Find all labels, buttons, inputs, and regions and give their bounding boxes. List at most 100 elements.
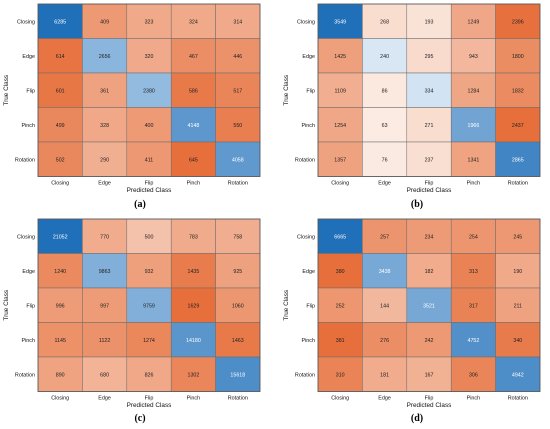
heatmap-cell (450, 107, 496, 143)
cell-value-label: 1832 (512, 88, 524, 94)
heatmap-cell (215, 107, 261, 143)
heatmap-cell (495, 356, 541, 392)
heatmap-cell (170, 107, 216, 143)
heatmap-cell (170, 72, 216, 108)
cell-value-label: 1302 (188, 372, 200, 378)
heatmap-cell (450, 322, 496, 358)
cell-value-label: 182 (425, 269, 434, 275)
heatmap-cells: 6285 409 323 324 314 614 2656 320 467 446 601 361 23… (37, 3, 261, 177)
heatmap-cell (450, 253, 496, 289)
heatmap-cell (406, 253, 452, 289)
cell-value-label: 996 (56, 303, 65, 309)
heatmap-cell (215, 218, 261, 254)
cell-value-label: 15618 (230, 372, 245, 378)
x-tick-label: Rotation (508, 181, 528, 187)
heatmap-cell (495, 38, 541, 74)
y-tick-label: Rotation (295, 372, 315, 378)
cell-value-label: 4752 (468, 338, 480, 344)
heatmap-cell (82, 141, 128, 177)
cell-value-label: 517 (233, 88, 242, 94)
y-axis-label: True Class (283, 75, 290, 106)
y-tick-label: Rotation (295, 157, 315, 163)
confusion-matrix-a: 6285 409 323 324 314 614 2656 320 467 446 601 361 23… (0, 0, 270, 195)
cell-value-label: 943 (469, 54, 478, 60)
cell-value-label: 409 (100, 19, 109, 25)
heatmap-cell (362, 38, 408, 74)
heatmap-cell (37, 141, 83, 177)
cell-value-label: 4058 (232, 157, 244, 163)
cell-value-label: 601 (56, 88, 65, 94)
confusion-matrix-c: 21052 770 500 783 758 1240 9863 932 1435 925 996 99… (0, 215, 270, 410)
y-tick-label: Pinch (22, 123, 36, 129)
heatmap-cell (82, 253, 128, 289)
heatmap-cell (37, 287, 83, 323)
x-tick-label: Closing (51, 181, 69, 187)
y-tick-label: Pinch (302, 123, 316, 129)
cell-value-label: 680 (100, 372, 109, 378)
x-tick-label: Rotation (228, 396, 248, 402)
cell-value-label: 770 (100, 234, 109, 240)
cell-value-label: 1254 (334, 123, 346, 129)
cell-value-label: 1425 (334, 54, 346, 60)
x-tick-label: Flip (145, 396, 154, 402)
cell-value-label: 340 (513, 338, 522, 344)
cell-value-label: 76 (382, 157, 388, 163)
heatmap-cell (495, 3, 541, 39)
heatmap-cell (37, 3, 83, 39)
heatmap-cell (362, 356, 408, 392)
cell-value-label: 257 (380, 234, 389, 240)
heatmap-cell (126, 141, 172, 177)
cell-value-label: 1122 (99, 338, 110, 344)
heatmap-cell (450, 72, 496, 108)
y-tick-label: Closing (297, 234, 315, 240)
heatmap-cell (362, 253, 408, 289)
x-tick-label: Pinch (187, 181, 201, 187)
cell-value-label: 276 (380, 338, 389, 344)
heatmap-cell (362, 3, 408, 39)
cell-value-label: 1800 (512, 54, 524, 60)
heatmap-cell (495, 322, 541, 358)
cell-value-label: 14180 (186, 338, 201, 344)
x-axis-label: Predicted Class (127, 402, 172, 409)
heatmap-cell (406, 287, 452, 323)
heatmap-cell (495, 287, 541, 323)
caption-a: (a) (134, 199, 146, 210)
cell-value-label: 1357 (334, 157, 346, 163)
heatmap-border (317, 218, 541, 392)
cell-value-label: 381 (336, 338, 345, 344)
cell-value-label: 1274 (143, 338, 155, 344)
cell-value-label: 467 (189, 54, 198, 60)
cell-value-label: 3521 (423, 303, 435, 309)
y-tick-label: Rotation (15, 157, 35, 163)
x-tick-label: Edge (98, 396, 111, 402)
cell-value-label: 2865 (512, 157, 524, 163)
heatmap-svg-b: 3549 268 193 1249 2396 1425 240 295 943 1800 1109 8… (283, 3, 541, 194)
cell-value-label: 1629 (188, 303, 200, 309)
cell-value-label: 361 (100, 88, 109, 94)
cell-value-label: 645 (189, 157, 198, 163)
heatmap-cell (215, 287, 261, 323)
cell-value-label: 320 (145, 54, 154, 60)
x-tick-label: Flip (425, 396, 434, 402)
cell-value-label: 1341 (468, 157, 480, 163)
heatmap-cells: 21052 770 500 783 758 1240 9863 932 1435 925 996 99… (37, 218, 261, 392)
heatmap-cell (170, 253, 216, 289)
cell-value-label: 1463 (232, 338, 244, 344)
cell-value-label: 1284 (468, 88, 480, 94)
heatmap-cell (82, 107, 128, 143)
cell-value-label: 254 (469, 234, 478, 240)
cell-value-label: 411 (145, 157, 153, 163)
heatmap-cells: 6665 257 234 254 245 380 3438 182 313 190 252 144 35… (317, 218, 541, 392)
heatmap-cell (450, 287, 496, 323)
cell-value-label: 181 (380, 372, 389, 378)
y-tick-label: Closing (17, 234, 35, 240)
heatmap-cell (406, 356, 452, 392)
cell-value-label: 334 (425, 88, 434, 94)
heatmap-cells: 3549 268 193 1249 2396 1425 240 295 943 1800 1109 8… (317, 3, 541, 177)
y-tick-label: Edge (302, 54, 315, 60)
y-tick-label: Flip (306, 88, 315, 94)
heatmap-cell (317, 356, 363, 392)
confusion-matrix-d: 6665 257 234 254 245 380 3438 182 313 190 252 144 35… (280, 215, 550, 410)
heatmap-cell (82, 356, 128, 392)
cell-value-label: 306 (469, 372, 478, 378)
